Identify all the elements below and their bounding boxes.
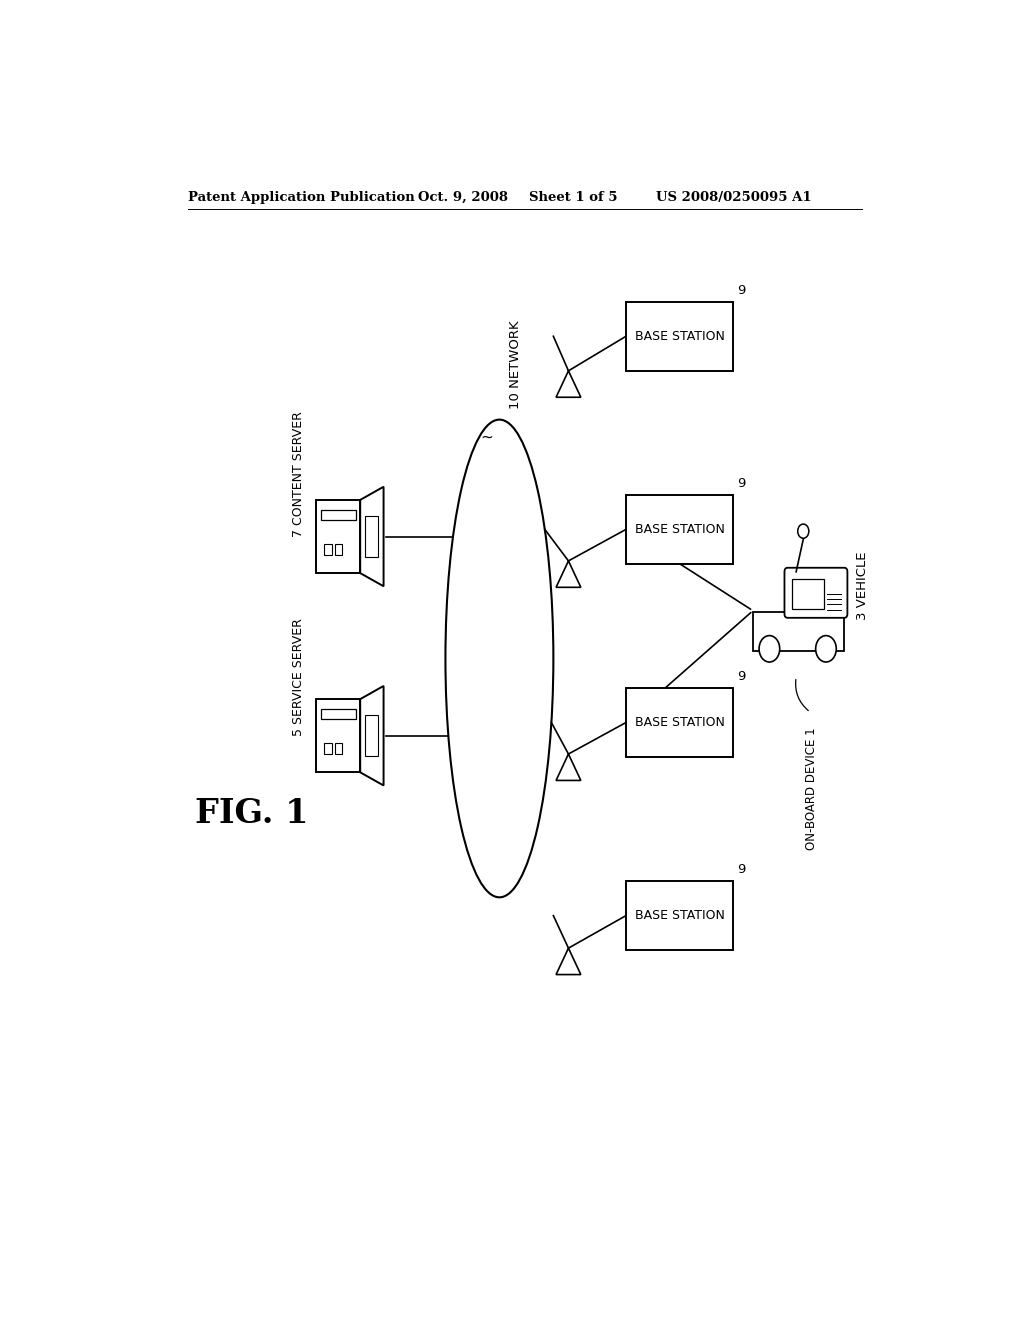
- Text: 10 NETWORK: 10 NETWORK: [509, 321, 522, 409]
- Bar: [321, 510, 355, 520]
- Text: BASE STATION: BASE STATION: [635, 909, 725, 923]
- Polygon shape: [556, 371, 581, 397]
- Polygon shape: [556, 561, 581, 587]
- Text: ON-BOARD DEVICE 1: ON-BOARD DEVICE 1: [805, 727, 818, 850]
- Text: Patent Application Publication: Patent Application Publication: [187, 190, 415, 203]
- Bar: [792, 579, 824, 609]
- Bar: [626, 688, 733, 758]
- Text: 9: 9: [737, 284, 745, 297]
- Bar: [626, 880, 733, 950]
- Text: FIG. 1: FIG. 1: [196, 797, 309, 830]
- Polygon shape: [556, 754, 581, 780]
- Bar: [325, 544, 332, 554]
- Text: BASE STATION: BASE STATION: [635, 330, 725, 343]
- Text: Oct. 9, 2008: Oct. 9, 2008: [418, 190, 508, 203]
- Ellipse shape: [445, 420, 553, 898]
- Circle shape: [816, 636, 837, 663]
- Text: ~: ~: [480, 430, 494, 445]
- Bar: [365, 715, 378, 756]
- Bar: [753, 611, 844, 651]
- Polygon shape: [360, 487, 384, 586]
- Text: 3 VEHICLE: 3 VEHICLE: [856, 550, 868, 619]
- Bar: [316, 700, 360, 772]
- Text: BASE STATION: BASE STATION: [635, 715, 725, 729]
- Text: 7 CONTENT SERVER: 7 CONTENT SERVER: [292, 411, 305, 536]
- Bar: [335, 743, 342, 754]
- Bar: [335, 544, 342, 554]
- Circle shape: [798, 524, 809, 539]
- Polygon shape: [556, 948, 581, 974]
- FancyBboxPatch shape: [784, 568, 848, 618]
- Bar: [626, 495, 733, 564]
- Bar: [626, 302, 733, 371]
- Bar: [365, 516, 378, 557]
- Text: 9: 9: [737, 863, 745, 876]
- Circle shape: [759, 636, 779, 663]
- Text: 9: 9: [737, 669, 745, 682]
- Text: BASE STATION: BASE STATION: [635, 523, 725, 536]
- Bar: [316, 500, 360, 573]
- Bar: [321, 709, 355, 719]
- Bar: [325, 743, 332, 754]
- Text: 9: 9: [737, 477, 745, 490]
- Text: 5 SERVICE SERVER: 5 SERVICE SERVER: [292, 618, 305, 735]
- Text: Sheet 1 of 5: Sheet 1 of 5: [528, 190, 617, 203]
- Text: US 2008/0250095 A1: US 2008/0250095 A1: [655, 190, 811, 203]
- Polygon shape: [360, 686, 384, 785]
